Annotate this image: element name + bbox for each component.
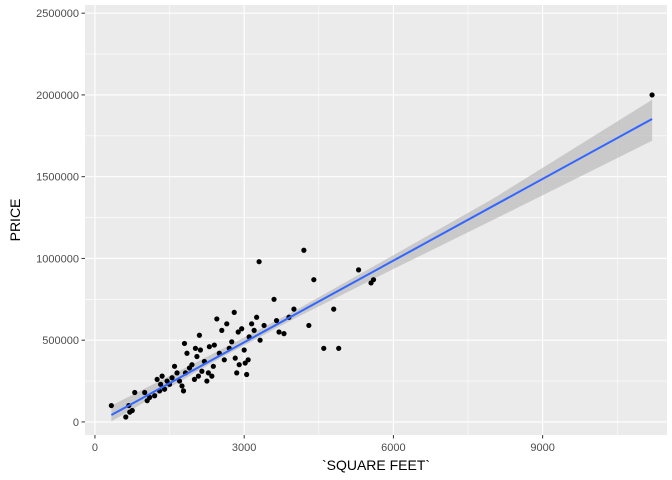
data-point [181, 340, 188, 347]
data-point [306, 322, 312, 329]
data-point [152, 393, 158, 399]
data-point [176, 378, 183, 384]
data-point [129, 407, 135, 414]
data-point [154, 376, 160, 383]
x-axis-title: `SQUARE FEET` [322, 457, 430, 473]
x-tick-label: 9000 [530, 442, 554, 454]
x-tick-label: 6000 [381, 442, 405, 454]
data-point [336, 345, 342, 351]
data-point [191, 376, 198, 383]
data-point [159, 373, 165, 379]
data-point [210, 363, 216, 369]
data-point [219, 327, 225, 333]
y-tick-label: 1000000 [36, 253, 79, 265]
data-point [204, 378, 210, 384]
y-tick-label: 1500000 [36, 172, 79, 184]
data-point [232, 355, 238, 361]
data-point [214, 316, 220, 322]
data-point [221, 357, 227, 363]
data-point [224, 321, 230, 327]
data-point [234, 370, 240, 376]
data-point [108, 402, 114, 409]
data-point [123, 414, 129, 420]
axis-ticks [81, 12, 544, 439]
data-point [179, 383, 185, 389]
data-point [245, 357, 251, 363]
data-point [196, 332, 203, 338]
data-point [256, 259, 262, 265]
data-point [281, 331, 287, 337]
data-point [184, 350, 190, 356]
data-point [171, 363, 178, 369]
x-tick-label: 0 [92, 442, 98, 454]
plot-panel [85, 5, 667, 435]
y-axis-title: PRICE [7, 199, 23, 242]
data-point [311, 277, 317, 283]
data-point [239, 326, 245, 332]
data-point [161, 386, 168, 392]
y-tick-label: 500000 [42, 335, 79, 347]
data-point [174, 370, 180, 376]
data-point [132, 389, 138, 396]
y-tick-label: 2000000 [36, 90, 79, 102]
x-tick-label: 3000 [232, 442, 256, 454]
data-point [229, 339, 235, 345]
data-point [205, 370, 211, 376]
data-point [169, 375, 175, 381]
data-point [244, 371, 250, 378]
data-point [192, 345, 199, 351]
y-tick-labels: 0 500000 1000000 1500000 2000000 2500000 [36, 8, 79, 429]
data-point [271, 296, 277, 302]
data-point [194, 353, 200, 360]
data-point [301, 247, 307, 253]
data-point [321, 345, 327, 351]
data-point [180, 388, 187, 394]
x-tick-labels: 0 3000 6000 9000 [92, 442, 555, 454]
y-tick-label: 0 [73, 417, 79, 429]
data-point [355, 267, 362, 273]
data-point [254, 314, 260, 320]
data-point [331, 306, 337, 312]
data-point [197, 347, 204, 353]
grid-lines [85, 5, 667, 435]
data-point [249, 321, 255, 327]
data-point [257, 337, 263, 343]
data-point [142, 389, 148, 396]
data-point [209, 373, 215, 379]
data-point [649, 92, 655, 98]
data-point [199, 368, 205, 374]
data-point [206, 344, 212, 350]
fit-line [110, 118, 653, 416]
data-point [261, 322, 267, 329]
data-point [211, 342, 217, 348]
data-point [189, 362, 195, 368]
data-point [273, 317, 280, 324]
data-point [231, 309, 237, 315]
data-point [251, 327, 257, 333]
data-point [158, 381, 164, 387]
data-point [241, 347, 247, 353]
data-point [276, 329, 282, 335]
data-point [147, 394, 153, 400]
data-point [195, 373, 202, 379]
y-tick-label: 2500000 [36, 8, 79, 20]
data-point [291, 306, 297, 312]
data-point [370, 277, 377, 283]
data-point [236, 362, 242, 368]
data-point [235, 329, 241, 335]
